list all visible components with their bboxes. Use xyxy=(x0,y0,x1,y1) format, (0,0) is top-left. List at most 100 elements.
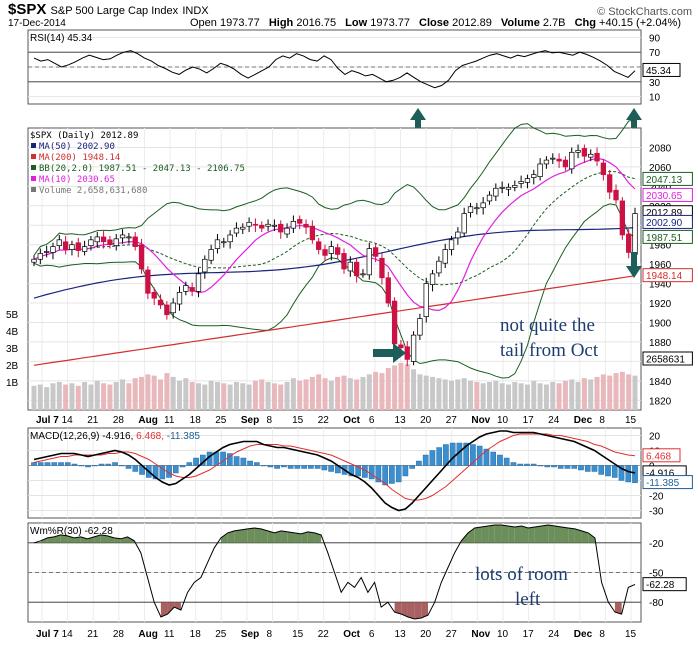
williams-overbought-fill xyxy=(80,536,88,543)
volume-bar xyxy=(82,382,88,410)
volume-bar xyxy=(461,378,467,410)
macd-histogram-bar xyxy=(402,465,409,477)
macd-histogram-bar xyxy=(416,460,422,466)
macd-histogram-bar xyxy=(578,465,584,471)
candle-body xyxy=(448,239,455,250)
candle-body xyxy=(221,241,227,244)
candle-body xyxy=(550,157,556,160)
volume-bar xyxy=(373,371,379,410)
candle-body xyxy=(214,239,221,249)
volume-tick-label: 3B xyxy=(6,344,19,355)
price-x-label: 10 xyxy=(497,415,509,426)
price-last-label-box xyxy=(642,171,693,186)
williams-overbought-fill xyxy=(314,532,322,543)
symbol: $SPX xyxy=(8,1,47,18)
price-x-label: 18 xyxy=(190,415,202,426)
price-tick-label: 1960 xyxy=(649,260,672,271)
annotation-oct-tail-line1: not quite the xyxy=(500,315,595,336)
volume-bar xyxy=(303,379,309,410)
stockcharts-logo: © StockCharts.com xyxy=(597,6,692,18)
williams-x-label: 10 xyxy=(497,629,509,640)
candle-body xyxy=(537,163,543,177)
price-x-label: 24 xyxy=(548,415,560,426)
legend-swatch xyxy=(31,165,36,170)
williams-line xyxy=(33,524,636,620)
macd-histogram-bar xyxy=(294,465,301,469)
volume-bar xyxy=(581,378,587,410)
volume-bar xyxy=(63,384,69,410)
candle-body xyxy=(56,239,62,247)
volume-bar xyxy=(480,383,486,410)
williams-overbought-fill xyxy=(488,524,495,543)
macd-histogram-bar xyxy=(530,463,537,466)
volume-bar xyxy=(588,379,594,410)
price-x-label: 8 xyxy=(266,415,272,426)
williams-x-label: Nov xyxy=(471,629,490,640)
candle-body xyxy=(410,334,417,362)
williams-x-label: 15 xyxy=(625,629,637,640)
macd-histogram-bar xyxy=(395,465,402,483)
williams-overbought-fill xyxy=(521,525,529,543)
volume-bar xyxy=(556,383,562,410)
candle-body xyxy=(138,244,145,270)
rsi-line xyxy=(33,50,636,89)
macd-histogram-bar xyxy=(375,465,382,483)
volume-bar xyxy=(512,382,518,410)
macd-histogram-bar xyxy=(591,465,598,472)
bollinger-lower-line xyxy=(33,203,636,379)
candle-body xyxy=(246,221,252,227)
price-last-label-box xyxy=(642,268,693,283)
price-x-label: 25 xyxy=(215,415,227,426)
macd-histogram-bar xyxy=(605,465,611,477)
volume-bar xyxy=(493,380,499,410)
price-x-label: 21 xyxy=(87,415,99,426)
candle-body xyxy=(581,148,588,157)
williams-overbought-fill xyxy=(294,532,302,543)
price-x-label: 14 xyxy=(62,415,74,426)
volume-bar xyxy=(524,384,530,410)
macd-histogram-bar xyxy=(71,463,78,466)
volume-bar xyxy=(44,387,50,410)
williams-overbought-fill xyxy=(554,525,562,543)
candle-body xyxy=(145,269,151,294)
candle-body xyxy=(44,251,50,253)
williams-x-label: Jul 7 xyxy=(36,629,59,640)
volume-bar xyxy=(404,364,410,410)
williams-overbought-fill xyxy=(60,534,68,543)
price-x-label: 20 xyxy=(420,415,432,426)
macd-histogram-bar xyxy=(247,460,253,466)
williams-oversold-fill xyxy=(394,602,402,615)
annotation-oct-tail-line2: tail from Oct xyxy=(500,340,599,361)
macd-hist-label-box xyxy=(642,475,693,490)
close-label: Close xyxy=(419,17,450,29)
rsi-up-arrow-dec xyxy=(626,108,642,134)
volume-bar xyxy=(107,384,113,410)
open-value: 1973.77 xyxy=(219,17,260,29)
volume-bar xyxy=(50,383,56,410)
candle-body xyxy=(594,152,600,162)
price-x-label: Sep xyxy=(241,415,259,426)
williams-overbought-fill xyxy=(574,528,582,543)
candle-body xyxy=(195,273,202,292)
price-x-label: 13 xyxy=(395,415,407,426)
ma200-line xyxy=(33,275,636,366)
candle-body xyxy=(157,299,164,306)
macd-histogram-bar xyxy=(105,463,112,466)
candle-body xyxy=(613,189,619,201)
macd-histogram-bar xyxy=(571,465,578,469)
macd-tick-label: -30 xyxy=(649,507,664,518)
candle-body xyxy=(259,224,265,229)
williams-overbought-fill xyxy=(281,530,288,543)
candle-body xyxy=(271,224,278,227)
volume-label: Volume xyxy=(500,17,540,29)
candle-body xyxy=(240,226,246,230)
williams-value-label-box xyxy=(642,577,687,592)
volume-bar xyxy=(537,383,543,410)
williams-overbought-fill xyxy=(114,537,121,543)
macd-histogram-bar xyxy=(429,450,436,466)
candle-body xyxy=(37,253,43,260)
williams-overbought-fill xyxy=(534,525,542,543)
price-x-label: 15 xyxy=(292,415,304,426)
candle-body xyxy=(126,236,132,239)
candle-body xyxy=(619,200,625,236)
